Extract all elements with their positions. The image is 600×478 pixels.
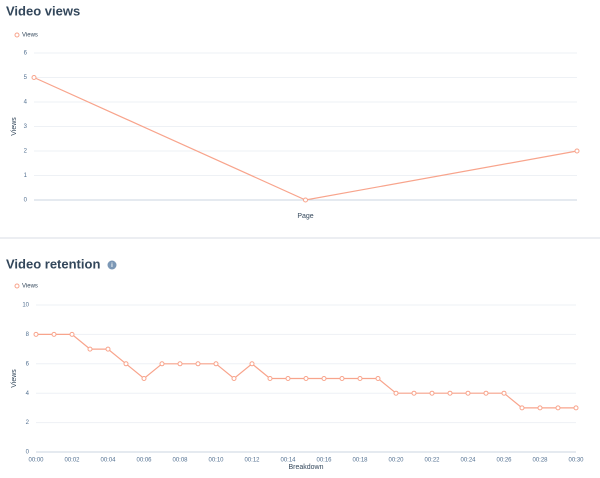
legend-label: Views: [22, 284, 38, 290]
data-point: [231, 376, 237, 381]
info-icon[interactable]: i: [107, 260, 117, 270]
series-line: [33, 76, 578, 201]
data-point: [555, 405, 561, 411]
data-point: [87, 346, 93, 352]
data-point: [519, 405, 525, 411]
data-point: [105, 346, 111, 352]
x-axis-label: Breakdown: [288, 464, 323, 471]
data-point: [465, 390, 471, 396]
data-point: [195, 361, 201, 367]
data-point: [574, 148, 580, 154]
chart-title: Video views: [6, 3, 80, 18]
y-tick-label: 8: [26, 332, 30, 338]
x-tick-label: 00:08: [172, 458, 188, 464]
legend-label: Views: [22, 33, 38, 39]
data-point: [339, 376, 345, 381]
y-tick-label: 6: [24, 51, 28, 57]
data-point: [33, 331, 39, 337]
data-point: [411, 390, 417, 396]
data-point: [573, 405, 579, 411]
data-point: [51, 331, 57, 337]
data-point: [321, 376, 327, 381]
svg-text:i: i: [111, 263, 113, 269]
data-point: [141, 376, 147, 381]
data-point: [429, 390, 435, 396]
y-tick-label: 4: [24, 100, 28, 106]
y-tick-label: 5: [24, 75, 28, 81]
y-tick-label: 6: [26, 361, 30, 367]
x-tick-label: 00:04: [100, 458, 116, 464]
data-point: [177, 361, 183, 367]
data-point: [375, 376, 381, 381]
data-point: [303, 376, 309, 381]
y-tick-label: 2: [24, 149, 28, 155]
data-point: [393, 390, 399, 396]
data-point: [249, 361, 255, 367]
data-point: [483, 390, 489, 396]
x-tick-label: 00:22: [424, 458, 440, 464]
x-tick-label: 00:30: [568, 458, 584, 464]
data-point: [501, 390, 507, 396]
y-tick-label: 1: [24, 173, 28, 179]
x-axis-label: Page: [297, 213, 313, 220]
y-tick-label: 2: [26, 420, 30, 426]
data-point: [537, 405, 543, 411]
x-tick-label: 00:00: [28, 458, 44, 464]
data-point: [159, 361, 165, 367]
x-tick-label: 00:06: [136, 458, 152, 464]
data-point: [285, 376, 291, 381]
y-tick-label: 3: [24, 124, 28, 130]
x-tick-label: 00:20: [388, 458, 404, 464]
x-tick-label: 00:28: [532, 458, 548, 464]
data-point: [303, 197, 308, 203]
series-line: [36, 333, 576, 409]
data-point: [31, 75, 37, 80]
y-tick-label: 10: [22, 303, 29, 309]
x-tick-label: 00:10: [208, 458, 224, 464]
legend-marker: [14, 32, 20, 38]
y-tick-label: 0: [24, 198, 28, 204]
x-tick-label: 00:24: [460, 458, 476, 464]
x-tick-label: 00:14: [280, 458, 296, 464]
data-point: [123, 361, 129, 367]
data-point: [213, 361, 219, 367]
data-point: [357, 376, 363, 381]
data-point: [267, 376, 273, 381]
y-axis-label: Views: [11, 117, 18, 136]
y-tick-label: 0: [26, 450, 30, 456]
x-tick-label: 00:12: [244, 458, 260, 464]
x-tick-label: 00:02: [64, 458, 80, 464]
legend-marker: [14, 283, 20, 289]
chart-title: Video retention: [6, 256, 100, 271]
x-tick-label: 00:18: [352, 458, 368, 464]
y-tick-label: 4: [26, 391, 30, 397]
data-point: [447, 390, 453, 396]
data-point: [69, 331, 75, 337]
x-tick-label: 00:16: [316, 458, 332, 464]
x-tick-label: 00:26: [496, 458, 512, 464]
y-axis-label: Views: [11, 369, 18, 388]
